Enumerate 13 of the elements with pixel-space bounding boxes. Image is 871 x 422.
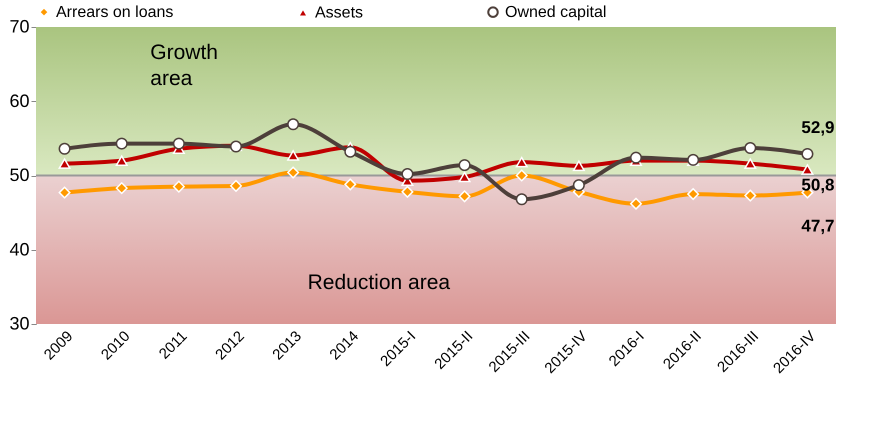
data-label: 47,7 bbox=[801, 216, 835, 236]
legend-label: Arrears on loans bbox=[56, 4, 174, 22]
y-tick-label: 40 bbox=[9, 239, 30, 260]
y-tick-label: 30 bbox=[9, 314, 30, 334]
y-tick-label: 60 bbox=[9, 90, 30, 111]
band-label: Reduction area bbox=[308, 271, 450, 294]
data-label: 50,8 bbox=[801, 176, 835, 195]
y-tick-label: 50 bbox=[9, 165, 30, 185]
y-tick-label: 70 bbox=[9, 16, 30, 36]
band-label: Growth area bbox=[150, 40, 218, 90]
data-label: 52,9 bbox=[801, 118, 835, 137]
legend-label: Assets bbox=[315, 4, 364, 22]
legend-label: Owned capital bbox=[505, 4, 606, 22]
